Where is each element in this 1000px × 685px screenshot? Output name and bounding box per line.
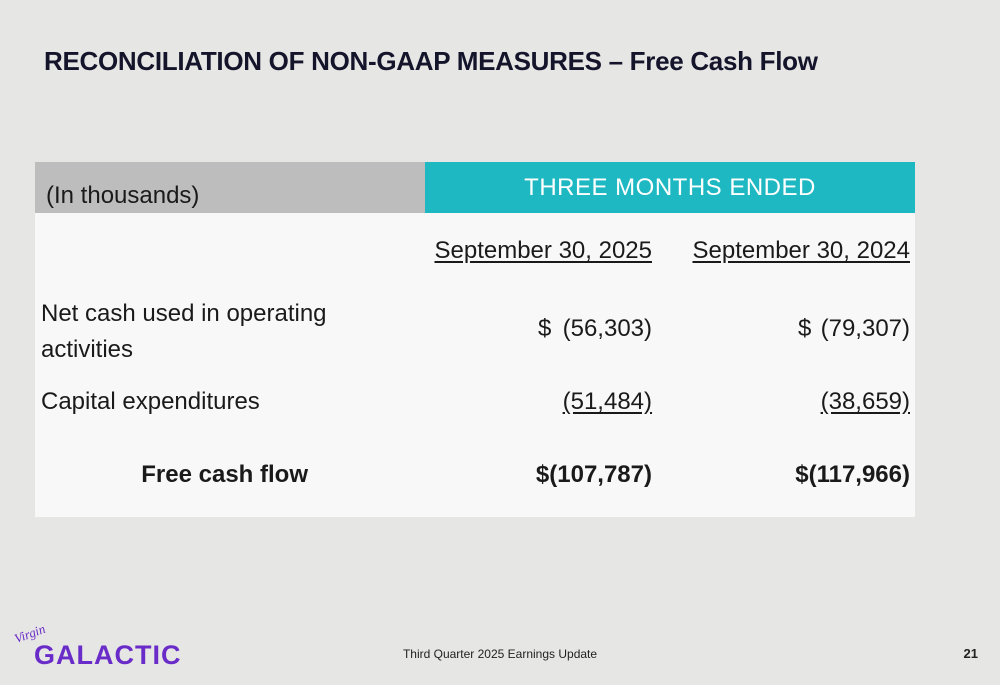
column-header: September 30, 2024 [692,237,911,264]
amount: (79,307) [820,315,910,342]
page-number: 21 [963,646,978,661]
row-label: Free cash flow [141,461,308,488]
row-label: Net cash used in operating activities [41,300,327,363]
currency: $ [798,315,812,342]
currency: $ [538,315,552,342]
footer-text: Third Quarter 2025 Earnings Update [402,647,598,661]
slide-title: RECONCILIATION OF NON-GAAP MEASURES – Fr… [44,46,818,76]
table: (In thousands) THREE MONTHS ENDED Septem… [35,162,915,517]
header-cell [35,162,425,213]
logo-wordmark: GALACTIC [34,640,182,670]
row-label: Capital expenditures [41,388,260,415]
group-header: THREE MONTHS ENDED [524,174,816,201]
column-header: September 30, 2025 [434,237,653,264]
header-group [425,162,915,213]
amount: $(117,966) [795,461,910,488]
amount: $(107,787) [535,461,652,488]
unit-label: (In thousands) [46,182,200,209]
amount: (51,484) [562,388,652,415]
amount: (56,303) [562,315,652,342]
amount: (38,659) [820,388,910,415]
